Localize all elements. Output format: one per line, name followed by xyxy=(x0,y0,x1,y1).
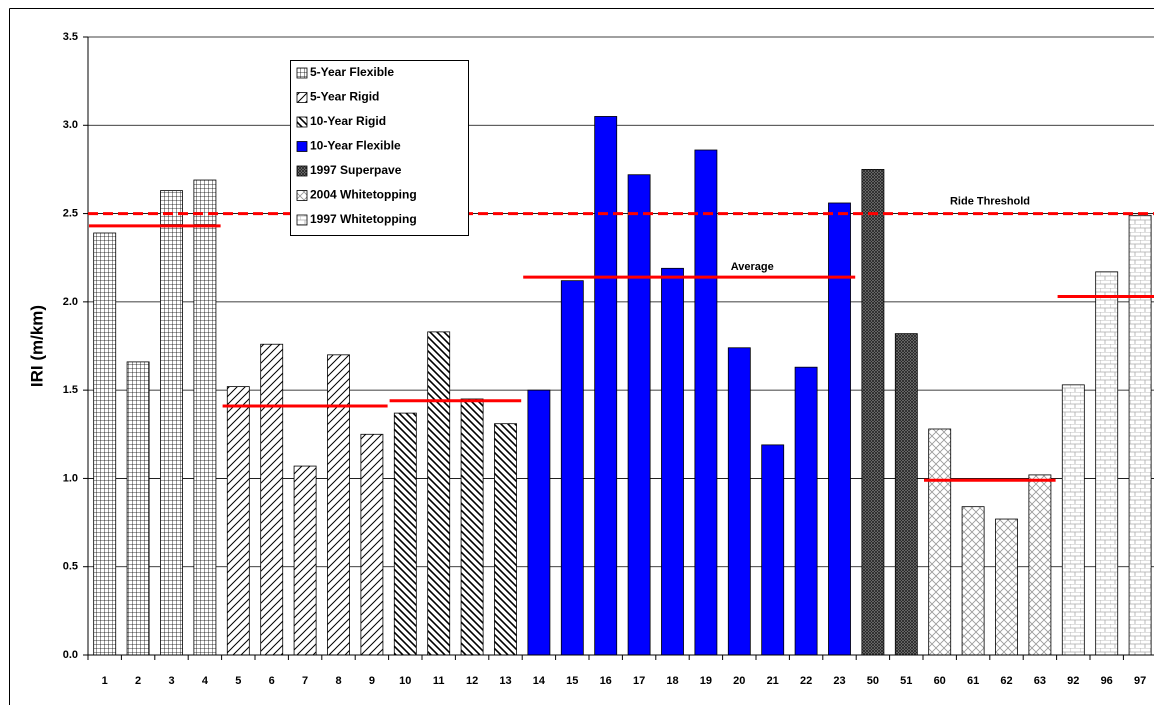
bar xyxy=(861,169,885,656)
legend-label: 1997 Whitetopping xyxy=(310,212,417,226)
x-tick-label: 16 xyxy=(600,675,612,687)
y-tick-label: 1.5 xyxy=(63,384,78,396)
x-tick-label: 3 xyxy=(168,675,174,687)
bar xyxy=(727,347,751,656)
bar xyxy=(260,343,284,656)
bar xyxy=(894,333,918,656)
bar xyxy=(995,518,1018,656)
y-tick-label: 2.5 xyxy=(63,207,78,219)
x-tick-label: 60 xyxy=(934,675,946,687)
x-tick-label: 11 xyxy=(433,675,445,687)
legend-label: 5-Year Flexible xyxy=(310,65,394,79)
legend-label: 1997 Superpave xyxy=(310,163,402,177)
bar xyxy=(761,444,785,656)
x-tick-label: 2 xyxy=(135,675,141,687)
legend-label: 2004 Whitetopping xyxy=(310,188,417,202)
y-tick-label: 0.0 xyxy=(63,649,78,661)
x-tick-label: 23 xyxy=(833,675,845,687)
x-tick-label: 22 xyxy=(800,675,812,687)
y-tick-label: 3.5 xyxy=(63,31,78,43)
x-tick-label: 12 xyxy=(466,675,478,687)
x-tick-label: 10 xyxy=(399,675,411,687)
bar xyxy=(93,232,117,656)
legend-swatch xyxy=(296,190,308,201)
bar xyxy=(961,506,985,656)
bar xyxy=(694,149,718,656)
bar xyxy=(627,174,651,656)
bar xyxy=(1128,214,1152,656)
x-tick-label: 7 xyxy=(302,675,308,687)
x-tick-label: 62 xyxy=(1000,675,1012,687)
x-tick-label: 63 xyxy=(1034,675,1046,687)
legend-swatch xyxy=(296,141,308,152)
bar xyxy=(794,366,818,656)
bar xyxy=(828,202,851,656)
legend-swatch xyxy=(296,92,308,103)
bar xyxy=(226,386,250,656)
bar xyxy=(527,389,551,656)
y-tick-label: 0.5 xyxy=(63,561,78,573)
bar xyxy=(360,433,384,656)
bar xyxy=(1095,271,1119,656)
bar xyxy=(427,331,451,656)
x-tick-label: 20 xyxy=(733,675,745,687)
x-tick-label: 92 xyxy=(1067,675,1079,687)
bar xyxy=(393,412,417,656)
bar xyxy=(928,428,952,656)
bar xyxy=(1061,384,1085,656)
x-tick-label: 97 xyxy=(1134,675,1146,687)
bar xyxy=(1028,474,1052,656)
x-tick-label: 14 xyxy=(533,675,546,687)
bar xyxy=(594,116,618,656)
bar xyxy=(126,361,150,656)
x-tick-label: 15 xyxy=(566,675,578,687)
average-label: Average xyxy=(731,261,774,273)
legend-label: 10-Year Rigid xyxy=(310,114,386,128)
y-tick-label: 2.0 xyxy=(63,296,78,308)
bar xyxy=(460,398,484,656)
bar xyxy=(160,190,183,656)
threshold-label: Ride Threshold xyxy=(950,195,1030,207)
x-tick-label: 61 xyxy=(967,675,979,687)
legend-swatch xyxy=(296,116,308,128)
x-tick-label: 8 xyxy=(335,675,341,687)
x-tick-label: 21 xyxy=(767,675,779,687)
y-tick-label: 1.0 xyxy=(63,472,78,484)
bar xyxy=(560,280,584,656)
x-tick-label: 5 xyxy=(235,675,241,687)
x-tick-label: 1 xyxy=(102,675,108,687)
legend-swatch xyxy=(296,214,308,226)
x-tick-label: 18 xyxy=(666,675,678,687)
x-tick-label: 51 xyxy=(900,675,912,687)
x-tick-label: 13 xyxy=(499,675,511,687)
bar xyxy=(293,465,317,656)
bar xyxy=(661,267,684,656)
legend-swatch xyxy=(296,165,308,177)
legend-label: 10-Year Flexible xyxy=(310,139,401,153)
x-tick-label: 6 xyxy=(269,675,275,687)
x-tick-label: 50 xyxy=(867,675,879,687)
legend-box xyxy=(290,60,469,236)
legend-swatch xyxy=(296,67,308,79)
x-tick-label: 9 xyxy=(369,675,375,687)
bar xyxy=(193,179,217,656)
legend-label: 5-Year Rigid xyxy=(310,90,379,104)
x-tick-label: 17 xyxy=(633,675,645,687)
y-tick-label: 3.0 xyxy=(63,119,78,131)
bar xyxy=(494,423,517,656)
x-tick-label: 19 xyxy=(700,675,712,687)
y-axis-label: IRI (m/km) xyxy=(27,305,46,387)
x-tick-label: 96 xyxy=(1101,675,1113,687)
x-tick-label: 4 xyxy=(202,675,209,687)
bar xyxy=(327,354,350,656)
